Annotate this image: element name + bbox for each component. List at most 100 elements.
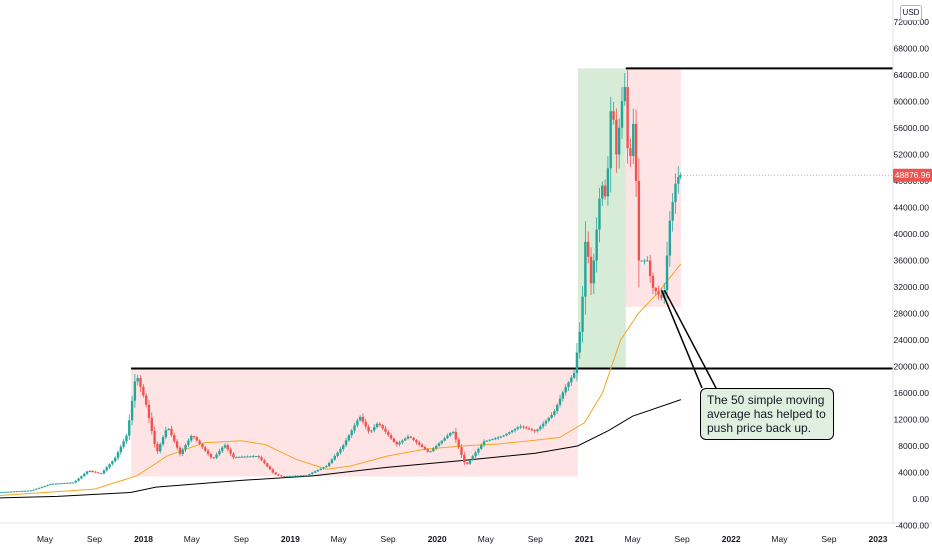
candle-body <box>271 469 275 473</box>
price-tick-label: 28000.00 <box>894 309 930 319</box>
candle-body <box>454 431 458 440</box>
candle-body <box>494 438 497 440</box>
candle-body <box>144 395 148 405</box>
candle-body <box>617 127 621 155</box>
pointer-line <box>660 290 703 389</box>
candle-body <box>496 437 500 439</box>
candle-body <box>527 428 531 430</box>
candle-body <box>350 430 353 436</box>
zone-correction <box>625 68 681 307</box>
price-axis[interactable]: -4000.00 0.00 4000.00 8000.00 12000.00 16000.… <box>894 0 930 531</box>
candle-body <box>449 432 452 436</box>
time-tick-label: May <box>625 534 642 544</box>
time-axis[interactable]: May Sep 2018 May Sep 2019 May Sep 2020 May Sep 2021… <box>37 534 888 544</box>
candle-body <box>108 464 111 468</box>
pointer-line <box>663 289 717 389</box>
candle-body <box>581 296 584 332</box>
candle-body <box>291 475 294 477</box>
candle-body <box>426 449 429 452</box>
candle-body <box>150 417 153 431</box>
time-tick-label: 2022 <box>722 534 741 544</box>
candle-body <box>412 437 415 441</box>
candle-body <box>626 87 629 149</box>
candle-body <box>204 447 207 451</box>
candle-body <box>181 449 184 454</box>
time-tick-label: May <box>478 534 495 544</box>
candle-body <box>547 417 550 421</box>
candle-body <box>147 404 151 418</box>
candle-body <box>105 467 108 471</box>
candle-body <box>443 438 446 441</box>
candle-body <box>85 471 89 474</box>
time-tick-label: 2023 <box>869 534 888 544</box>
candle-body <box>274 472 277 475</box>
candle-body <box>654 287 657 292</box>
candle-body <box>80 476 83 479</box>
candle-body <box>389 435 393 439</box>
zones-layer <box>131 68 681 477</box>
candle-body <box>198 440 201 444</box>
candle-body <box>463 454 466 463</box>
time-tick-label: May <box>771 534 788 544</box>
candle-body <box>589 256 593 284</box>
candle-body <box>485 440 489 442</box>
candle-body <box>553 411 556 415</box>
candle-body <box>429 451 432 453</box>
candle-body <box>49 484 52 486</box>
candle-body <box>18 491 21 493</box>
candle-body <box>660 294 663 298</box>
candle-body <box>440 440 443 444</box>
candle-body <box>246 456 249 458</box>
candle-body <box>170 428 173 436</box>
candle-body <box>302 475 306 477</box>
price-tick-label: 12000.00 <box>894 415 930 425</box>
time-tick-label: Sep <box>87 534 102 544</box>
candle-body <box>471 456 474 461</box>
candle-body <box>266 463 269 467</box>
candle-body <box>477 448 480 453</box>
candle-body <box>192 436 196 438</box>
price-tick-label: 0.00 <box>912 494 929 504</box>
candle-body <box>401 440 404 443</box>
last-price-badge <box>893 168 932 182</box>
price-tick-label: 36000.00 <box>894 256 930 266</box>
last-price-label: 48876.96 <box>895 170 931 180</box>
candle-body <box>578 331 581 353</box>
candle-body <box>530 429 534 431</box>
candle-body <box>651 275 655 288</box>
price-tick-label: 20000.00 <box>894 362 930 372</box>
candle-body <box>640 260 643 262</box>
candle-body <box>623 87 627 102</box>
candle-body <box>254 456 258 458</box>
candle-body <box>536 429 539 432</box>
candle-body <box>12 491 16 493</box>
candle-body <box>268 466 272 470</box>
time-tick-label: May <box>331 534 348 544</box>
candle-body <box>406 436 410 439</box>
candle-body <box>387 431 390 436</box>
price-tick-label: 52000.00 <box>894 150 930 160</box>
price-tick-label: 72000.00 <box>894 17 930 27</box>
candle-body <box>119 446 123 453</box>
candle-body <box>508 432 511 434</box>
candle-body <box>139 378 142 387</box>
sma-200-line <box>0 399 682 499</box>
candle-body <box>26 490 30 492</box>
candle-body <box>423 446 427 450</box>
candle-body <box>677 177 680 184</box>
annotation-note[interactable]: The 50 simple moving average has helped … <box>700 388 834 440</box>
candle-body <box>74 480 77 483</box>
candle-body <box>296 475 300 477</box>
candle-body <box>173 435 176 442</box>
candle-body <box>99 473 103 475</box>
candle-body <box>668 220 672 256</box>
candle-body <box>4 491 7 493</box>
candle-body <box>364 421 367 427</box>
candle-body <box>294 475 297 477</box>
candle-body <box>15 491 18 493</box>
candle-body <box>679 175 682 178</box>
candle-body <box>522 426 525 428</box>
currency-badge[interactable]: USD <box>900 5 922 21</box>
candle-body <box>161 437 165 445</box>
